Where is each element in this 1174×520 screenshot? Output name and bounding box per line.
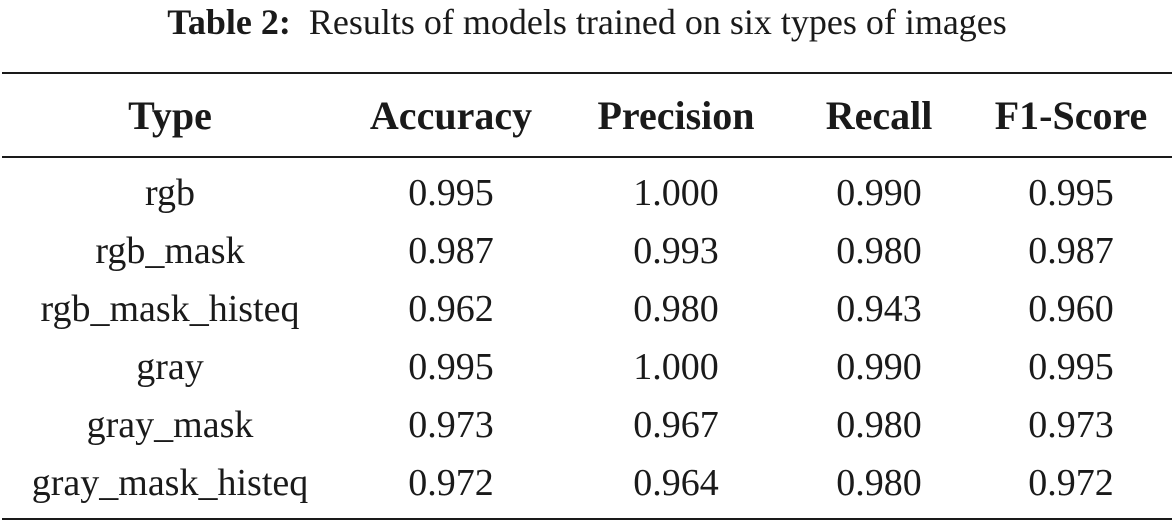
cell-precision: 0.993 xyxy=(633,229,719,272)
caption-text: Results of models trained on six types o… xyxy=(308,2,1007,42)
column-header-accuracy: Accuracy xyxy=(369,92,533,138)
cell-recall: 0.990 xyxy=(836,171,922,214)
cell-f1-score: 0.960 xyxy=(1028,287,1114,330)
top-rule xyxy=(2,72,1172,74)
table-row: rgb 0.995 1.000 0.990 0.995 xyxy=(0,164,1174,222)
cell-precision: 0.967 xyxy=(633,403,719,446)
cell-f1-score: 0.973 xyxy=(1028,403,1114,446)
cell-precision: 1.000 xyxy=(633,171,719,214)
table-row: gray_mask_histeq 0.972 0.964 0.980 0.972 xyxy=(0,454,1174,512)
table-header-row: Type Accuracy Precision Recall F1-Score xyxy=(0,74,1174,156)
cell-accuracy: 0.995 xyxy=(408,345,494,388)
cell-f1-score: 0.995 xyxy=(1028,171,1114,214)
cell-recall: 0.980 xyxy=(836,461,922,504)
cell-type: rgb_mask_histeq xyxy=(40,287,300,330)
cell-precision: 0.964 xyxy=(633,461,719,504)
cell-accuracy: 0.995 xyxy=(408,171,494,214)
results-table: Type Accuracy Precision Recall F1-Score … xyxy=(0,72,1174,520)
cell-precision: 1.000 xyxy=(633,345,719,388)
table-row: gray 0.995 1.000 0.990 0.995 xyxy=(0,338,1174,396)
cell-type: gray xyxy=(136,345,204,388)
cell-accuracy: 0.973 xyxy=(408,403,494,446)
cell-f1-score: 0.995 xyxy=(1028,345,1114,388)
cell-accuracy: 0.962 xyxy=(408,287,494,330)
cell-recall: 0.980 xyxy=(836,403,922,446)
table-caption: Table 2: Results of models trained on si… xyxy=(0,0,1174,44)
column-header-recall: Recall xyxy=(825,92,933,138)
cell-recall: 0.943 xyxy=(836,287,922,330)
caption-label: Table 2: xyxy=(167,2,291,42)
cell-f1-score: 0.987 xyxy=(1028,229,1114,272)
cell-f1-score: 0.972 xyxy=(1028,461,1114,504)
cell-type: gray_mask xyxy=(86,403,254,446)
cell-accuracy: 0.972 xyxy=(408,461,494,504)
table-row: gray_mask 0.973 0.967 0.980 0.973 xyxy=(0,396,1174,454)
cell-type: rgb_mask xyxy=(95,229,245,272)
table-row: rgb_mask 0.987 0.993 0.980 0.987 xyxy=(0,222,1174,280)
cell-recall: 0.980 xyxy=(836,229,922,272)
cell-accuracy: 0.987 xyxy=(408,229,494,272)
cell-precision: 0.980 xyxy=(633,287,719,330)
table-body: rgb 0.995 1.000 0.990 0.995 rgb_mask 0.9… xyxy=(0,158,1174,518)
column-header-type: Type xyxy=(128,92,212,138)
cell-recall: 0.990 xyxy=(836,345,922,388)
table-row: rgb_mask_histeq 0.962 0.980 0.943 0.960 xyxy=(0,280,1174,338)
cell-type: rgb xyxy=(145,171,195,214)
bottom-rule xyxy=(2,517,1172,520)
header-rule xyxy=(2,156,1172,158)
column-header-precision: Precision xyxy=(597,92,755,138)
column-header-f1-score: F1-Score xyxy=(994,92,1148,138)
cell-type: gray_mask_histeq xyxy=(31,461,309,504)
